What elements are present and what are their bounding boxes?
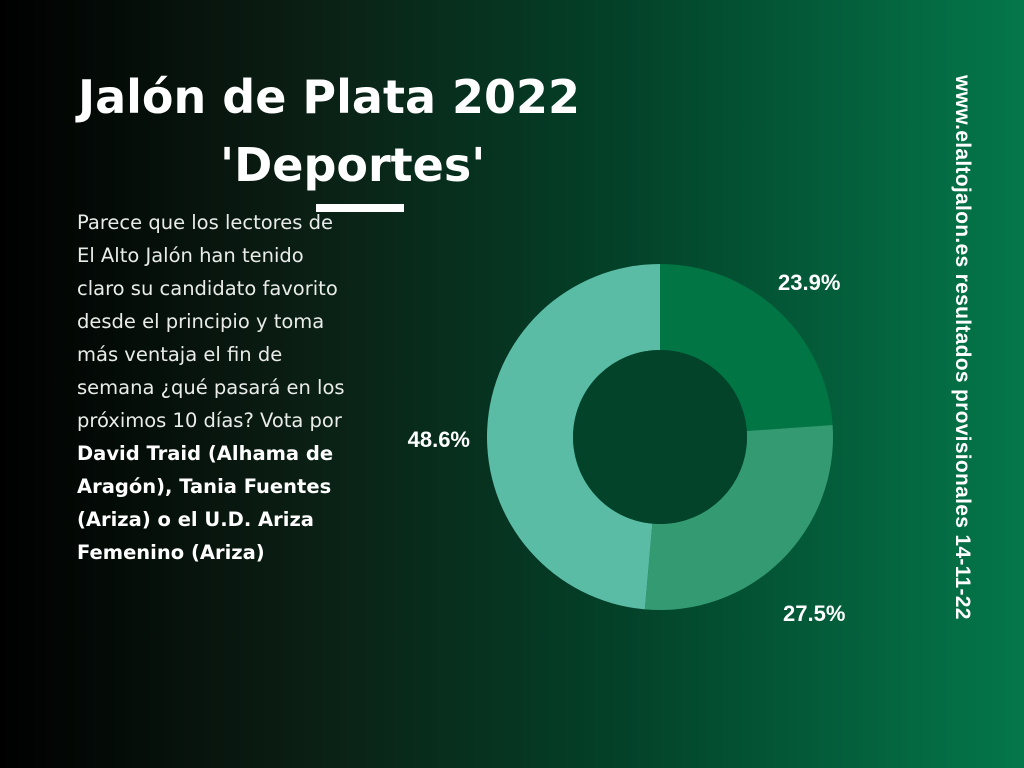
separator-5 <box>184 541 191 564</box>
description-intro: Parece que los lectores de El Alto Jalón… <box>77 211 345 432</box>
page-subtitle: 'Deportes' <box>220 138 486 192</box>
data-label-3: 48.6% <box>408 427 470 452</box>
candidate-name-1: David Traid <box>77 442 202 465</box>
candidate-name-2: Tania Fuentes <box>179 475 332 498</box>
donut-hole <box>573 350 747 524</box>
separator-4: o el <box>150 508 205 531</box>
data-label-2: 27.5% <box>783 601 845 626</box>
candidate-place-3: (Ariza) <box>190 541 265 564</box>
data-label-1: 23.9% <box>778 270 840 295</box>
subtitle-underline <box>316 204 404 212</box>
donut-slice-2 <box>644 425 833 610</box>
candidate-place-2: (Ariza) <box>77 508 151 531</box>
vertical-site-label: www.elaltojalon.es resultados provisiona… <box>951 75 974 620</box>
page-title: Jalón de Plata 2022 <box>78 70 581 124</box>
donut-chart: 23.9% 27.5% 48.6% <box>408 264 845 626</box>
donut-slice-1 <box>660 264 833 431</box>
description-text: Parece que los lectores de El Alto Jalón… <box>77 206 345 569</box>
donut-slice-3 <box>486 264 660 610</box>
candidate-name-3: U.D. Ariza Femenino <box>77 508 314 564</box>
separator-2: , <box>165 475 180 498</box>
separator-1 <box>201 442 208 465</box>
candidate-place-1: (Alhama de Aragón) <box>77 442 334 498</box>
